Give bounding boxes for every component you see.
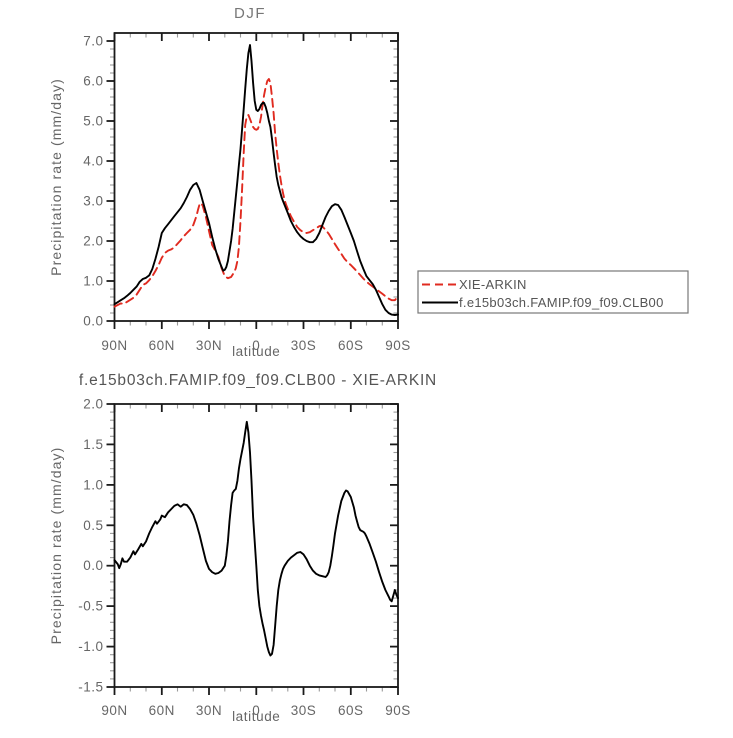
y-tick-label: 1.5 [83,437,103,452]
y-tick-label: 6.0 [83,74,103,89]
legend: XIE-ARKIN f.e15b03ch.FAMIP.f09_f09.CLB00 [417,270,689,314]
x-tick-label: 90N [101,338,127,353]
plot-frame [113,32,399,322]
x-tick-label: 30N [196,338,222,353]
y-tick-label: 4.0 [83,154,103,169]
y-tick-label: 1.0 [83,477,103,492]
difference-chart: 90N 60N 30N 0 30S 60S 90S -1.5 -1.0 -0.5 0.0 0.5 1.0… [48,372,437,724]
y-tick-label: 2.0 [83,234,103,249]
series-line-dashed [113,78,399,308]
chart-title: f.e15b03ch.FAMIP.f09_f09.CLB00 - XIE-ARK… [79,372,437,389]
legend-box [417,270,689,314]
x-tick-label: 60N [149,338,175,353]
y-tick-label: -1.5 [78,680,103,695]
y-tick-label: 5.0 [83,114,103,129]
y-axis-label: Precipitation rate (mm/day) [48,447,64,645]
series-line-solid [113,44,399,316]
x-tick-label: 0 [252,338,260,353]
plot-frame [113,403,399,688]
x-tick-label: 60S [338,338,364,353]
y-tick-label: 7.0 [83,34,103,49]
x-tick-label: 30S [291,703,317,718]
x-tick-label: 60S [338,703,364,718]
x-tick-label: 60N [149,703,175,718]
y-tick-label: 1.0 [83,274,103,289]
chart-title: DJF [234,5,266,22]
y-tick-label: -0.5 [78,599,103,614]
y-tick-label: 0.0 [83,314,103,329]
legend-label: f.e15b03ch.FAMIP.f09_f09.CLB00 [459,295,664,310]
y-tick-label: 0.0 [83,558,103,573]
x-axis-label: latitude [232,709,280,724]
x-tick-label: 90S [385,338,411,353]
x-tick-label: 90S [385,703,411,718]
y-tick-label: 2.0 [83,397,103,412]
x-axis-label: latitude [232,344,280,359]
y-axis-label: Precipitation rate (mm/day) [48,78,64,276]
x-tick-label: 0 [252,703,260,718]
legend-label: XIE-ARKIN [459,277,527,292]
djf-chart: 90N 60N 30N 0 30S 60S 90S 0.0 1.0 2.0 3.0 4.0 5.0 6.0… [48,5,689,359]
x-tick-label: 90N [101,703,127,718]
x-tick-label: 30N [196,703,222,718]
series-line-solid [113,420,399,657]
x-tick-label: 30S [291,338,317,353]
y-tick-label: -1.0 [78,639,103,654]
y-tick-label: 3.0 [83,194,103,209]
y-tick-label: 0.5 [83,518,103,533]
